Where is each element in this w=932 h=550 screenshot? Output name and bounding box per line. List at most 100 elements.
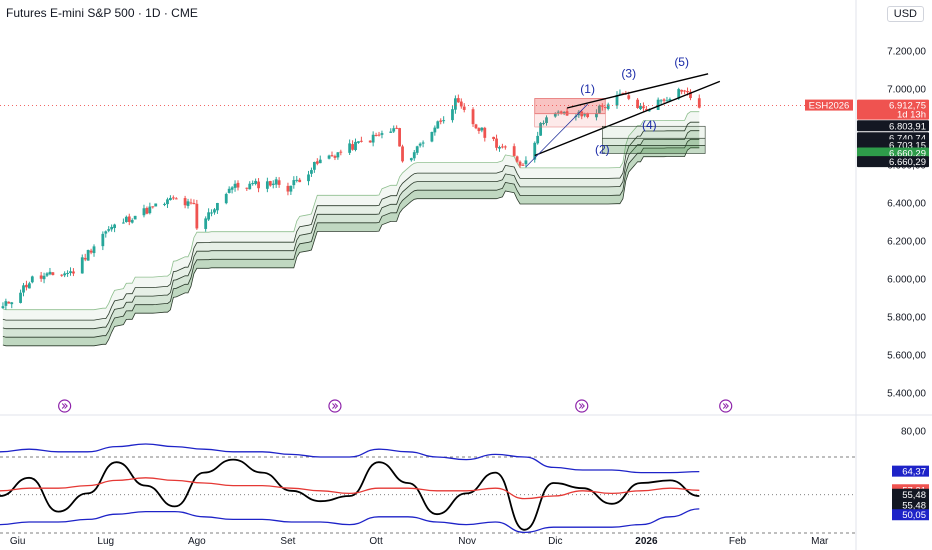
candle-body xyxy=(27,283,31,289)
candle-body xyxy=(659,100,663,102)
candle-body xyxy=(1,306,5,309)
price-tag-label: 6.803,91 xyxy=(889,121,926,132)
candle-body xyxy=(145,207,149,214)
price-tag xyxy=(857,156,929,168)
candle-body xyxy=(512,146,516,156)
candle-body xyxy=(451,109,454,121)
candle-body xyxy=(536,135,540,144)
candle-body xyxy=(286,185,290,192)
candle-body xyxy=(166,199,169,205)
candle-body xyxy=(339,151,343,153)
price-tag-label: 6.740,74 xyxy=(889,133,926,144)
candle-body xyxy=(644,109,648,111)
candle-body xyxy=(374,134,378,136)
support-band-line xyxy=(2,121,700,321)
candle-body xyxy=(480,127,484,131)
candle-body xyxy=(454,98,457,110)
candle-body xyxy=(656,99,660,110)
candle-body xyxy=(474,124,478,129)
candle-body xyxy=(213,209,216,213)
candle-body xyxy=(292,180,296,186)
candle-body xyxy=(89,250,93,253)
candle-body xyxy=(204,218,208,229)
time-tick-label: Nov xyxy=(458,536,476,547)
wave-label: (1) xyxy=(580,82,595,96)
candle-body xyxy=(533,142,537,160)
candle-body xyxy=(110,226,114,230)
osc-value-label: 55,48 xyxy=(902,490,926,501)
candle-body xyxy=(142,208,146,216)
candle-body xyxy=(10,302,14,305)
price-tag xyxy=(857,99,929,120)
osc-value-tag xyxy=(892,465,929,477)
price-axis[interactable]: 7.200,007.000,006.800,006.600,006.400,00… xyxy=(805,47,929,522)
candle-body xyxy=(66,272,69,274)
candle-body xyxy=(39,275,43,279)
level-band xyxy=(602,137,706,146)
candle-body xyxy=(148,206,152,214)
candle-body xyxy=(597,105,601,114)
candle-body xyxy=(210,212,213,214)
price-tag-label: 6.703,15 xyxy=(889,140,926,151)
candle-body xyxy=(639,105,642,110)
candle-body xyxy=(377,134,381,136)
candle-body xyxy=(456,98,460,103)
support-band-line xyxy=(2,111,700,311)
candle-body xyxy=(492,136,496,140)
candle-body xyxy=(524,160,528,165)
candle-body xyxy=(295,179,299,181)
candle-body xyxy=(371,134,375,143)
time-tick-label: Ago xyxy=(188,536,206,547)
candle-body xyxy=(421,142,425,144)
candle-body xyxy=(42,275,46,280)
candle-body xyxy=(130,220,134,223)
candle-body xyxy=(4,301,8,306)
osc-value-label: 64,37 xyxy=(902,467,926,478)
candle-body xyxy=(439,120,443,122)
price-tag-label: 6.912,75 xyxy=(889,101,926,112)
time-tick-label: 2026 xyxy=(635,536,658,547)
time-axis[interactable]: Giu Lug Ago Set Ott Nov Dic 2026 Feb Mar xyxy=(10,536,829,547)
candle-body xyxy=(595,113,598,118)
osc-series-line xyxy=(0,443,700,474)
candle-body xyxy=(122,222,125,224)
candle-body xyxy=(583,114,587,116)
candle-body xyxy=(389,131,393,133)
candle-body xyxy=(518,161,522,166)
osc-series-line xyxy=(0,477,700,500)
price-tick-label: 5.600,00 xyxy=(887,351,926,362)
candle-body xyxy=(92,246,96,254)
candle-body xyxy=(586,113,590,117)
candle-body xyxy=(615,94,619,106)
candle-body xyxy=(515,156,519,162)
oscillator-pane xyxy=(0,443,855,534)
candle-body xyxy=(559,111,563,113)
candle-body xyxy=(124,216,128,222)
time-tick-label: Giu xyxy=(10,536,26,547)
price-tick-label: 6.000,00 xyxy=(887,275,926,286)
osc-value-tag xyxy=(892,499,929,511)
candle-body xyxy=(333,156,337,158)
wedge-lower-line xyxy=(534,80,721,157)
candle-body xyxy=(606,104,610,109)
candle-body xyxy=(251,183,255,185)
price-tag-label: 6.660,29 xyxy=(889,149,926,160)
candle-body xyxy=(30,276,34,283)
osc-series-line xyxy=(0,458,700,531)
currency-button[interactable]: USD xyxy=(886,6,924,22)
time-tick-label: Mar xyxy=(811,536,829,547)
candle-body xyxy=(368,140,372,143)
candle-body xyxy=(398,128,401,147)
candle-body xyxy=(192,203,196,205)
osc-series-line xyxy=(0,508,700,534)
candle-body xyxy=(442,120,446,122)
countdown-label: 1d 13h xyxy=(897,110,926,121)
candle-body xyxy=(19,292,22,303)
candle-body xyxy=(433,127,437,133)
candle-body xyxy=(101,233,105,247)
candle-body xyxy=(257,181,260,189)
candle-body xyxy=(83,257,87,260)
candle-body xyxy=(171,197,175,199)
candle-body xyxy=(618,93,622,95)
